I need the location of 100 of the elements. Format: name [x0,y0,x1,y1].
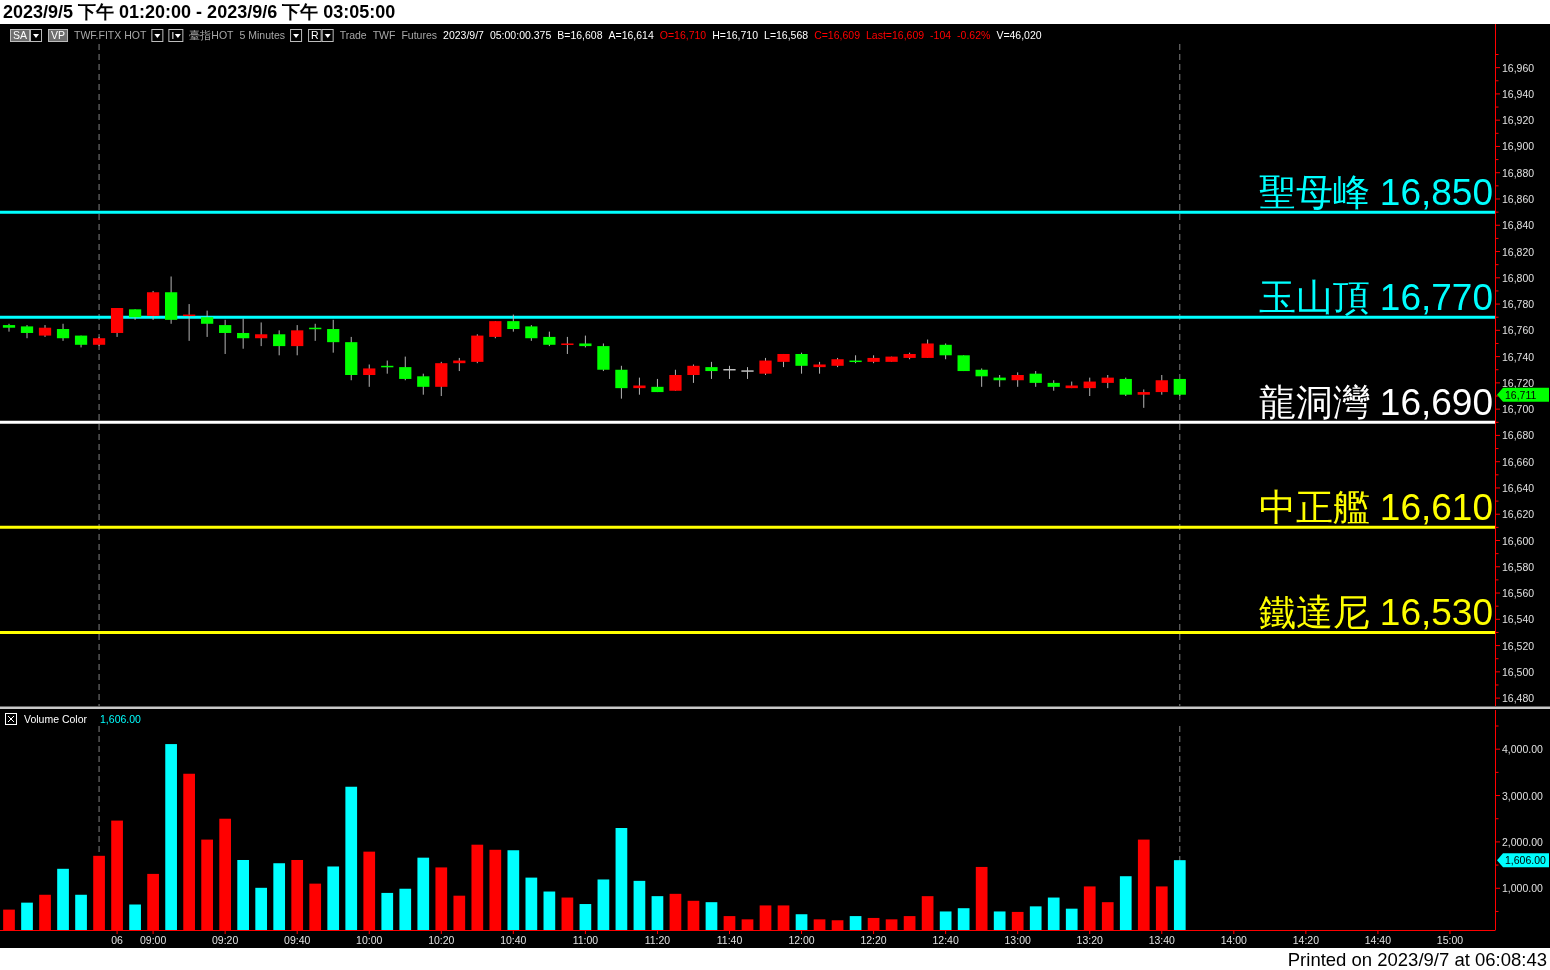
candlestick [669,369,682,392]
candlestick [975,367,988,388]
y-tick-label: 16,640 [1502,481,1535,494]
candlestick [255,321,268,347]
x-tick-label: 15:00 [1436,934,1464,946]
text: Printed on 2023/9/7 at 06:08:43 [1287,949,1547,970]
candlestick [1155,374,1168,396]
y-tick-label: 16,620 [1502,508,1535,521]
y-tick-label: 16,480 [1502,692,1535,705]
y-tick-label: 16,680 [1502,429,1535,442]
text: TWF.FITX HOT [74,29,147,41]
text: H=16,710 [712,29,759,41]
x-tick-label: 09:00 [139,934,167,946]
y-tick-label: 2,000.00 [1502,835,1544,848]
candlestick [20,324,34,339]
y-tick-label: 16,580 [1502,560,1535,573]
candlestick [399,356,412,381]
x-tick-label: 09:40 [284,934,311,946]
x-tick-label: 11:20 [644,934,671,946]
y-tick-label: 16,660 [1502,455,1535,468]
x-tick-label: 10:00 [356,934,383,946]
y-tick-label: 16,720 [1502,376,1535,389]
candlestick [1137,388,1150,409]
x-tick-label: 12:40 [932,934,959,946]
text: 2023/9/7 [443,29,485,41]
y-tick-label: 1,000.00 [1502,882,1544,895]
candlestick [237,318,250,350]
text: TWF [372,29,396,41]
x-tick-label: 14:00 [1220,934,1248,946]
candlestick [201,310,214,338]
y-tick-label: 16,920 [1502,114,1535,127]
candlestick [687,363,700,384]
ref-line-label: 龍洞灣 16,690 [1258,382,1493,424]
x-tick-label: 11:40 [716,934,743,946]
x-tick-label: 09:20 [212,934,239,946]
candlestick [1119,377,1132,397]
y-tick-label: 16,860 [1502,192,1535,205]
y-tick-label: 16,960 [1502,61,1535,74]
candlestick [921,339,934,359]
text: 16,711 [1505,388,1537,401]
candlestick [56,323,70,342]
y-tick-label: 16,700 [1502,403,1535,416]
text: C=16,609 [814,29,861,41]
y-tick-label: 16,940 [1502,87,1535,100]
text: Trade [339,29,367,41]
y-tick-label: 16,760 [1502,324,1535,337]
candlestick [219,319,232,355]
y-tick-label: 16,900 [1502,140,1535,153]
ref-line-label: 中正艦 16,610 [1258,487,1493,529]
x-tick-label: 12:00 [788,934,815,946]
candlestick [597,342,610,372]
text: -104 [930,29,952,41]
text: 臺指HOT [189,29,235,41]
candlestick [615,365,628,400]
candlestick [291,324,304,356]
y-tick-label: 16,560 [1502,587,1535,600]
x-tick-label: 06 [111,934,124,946]
y-tick-label: 16,820 [1502,245,1535,258]
chart-title: 2023/9/5 下午 01:20:00 - 2023/9/6 下午 03:05:00 [3,2,396,22]
candlestick [327,319,340,354]
ref-line-label: 聖母峰 16,850 [1258,172,1493,214]
y-tick-label: 16,780 [1502,298,1535,311]
candlestick [795,352,808,375]
chart-title: Volume Color [24,713,88,725]
ref-line-label: 玉山頂 16,770 [1258,277,1493,319]
ref-line-label: 鐵達尼 16,530 [1258,592,1493,634]
text: -0.62% [957,29,991,41]
y-tick-label: 16,520 [1502,639,1535,652]
y-tick-label: 16,880 [1502,166,1535,179]
candlestick [417,373,430,396]
text: V=46,020 [996,29,1042,41]
candlestick [146,290,160,321]
candlestick [273,329,286,356]
x-tick-label: 13:20 [1076,934,1104,946]
text: A=16,614 [608,29,654,41]
y-tick-label: 16,840 [1502,219,1535,232]
x-tick-label: 12:20 [860,934,887,946]
candlestick [1083,377,1096,397]
text: Futures [401,29,438,41]
x-tick-label: 14:40 [1364,934,1392,946]
candlestick [2,323,16,333]
y-tick-label: 16,500 [1502,665,1535,678]
y-tick-label: 16,740 [1502,350,1535,363]
text: 1,606.00 [1505,854,1547,867]
candlestick [435,361,448,397]
x-tick-label: 14:20 [1292,934,1320,946]
text: 1,606.00 [100,713,142,725]
y-tick-label: 16,540 [1502,613,1535,626]
text: O=16,710 [659,29,707,41]
y-tick-label: 16,800 [1502,271,1535,284]
x-tick-label: 10:40 [500,934,527,946]
candlestick [363,363,376,388]
x-tick-label: 13:40 [1148,934,1176,946]
text: 05:00:00.375 [489,29,552,41]
y-tick-label: 4,000.00 [1502,743,1544,756]
y-tick-label: 16,600 [1502,534,1535,547]
text: Last=16,609 [865,29,925,41]
x-tick-label: 11:00 [572,934,599,946]
x-tick-label: 10:20 [428,934,455,946]
x-tick-label: 13:00 [1004,934,1031,946]
